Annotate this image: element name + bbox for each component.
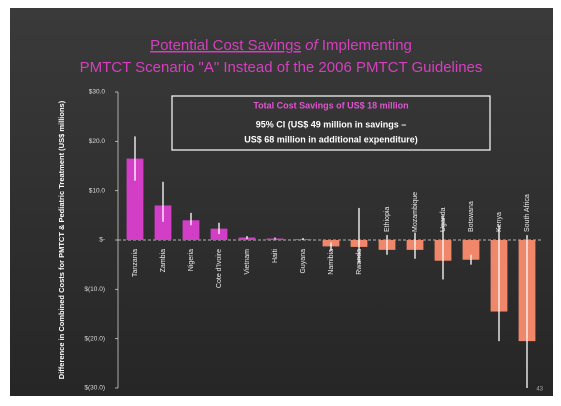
x-tick-label: Nigeria [188, 249, 195, 271]
title-line1: Potential Cost Savings of Implementing [150, 37, 412, 54]
annotation-line: US$ 68 million in additional expenditure… [244, 134, 418, 144]
x-tick-label: Tanzania [132, 249, 139, 277]
title-line2: PMTCT Scenario "A" Instead of the 2006 P… [80, 59, 483, 76]
x-tick-label: South Africa [524, 194, 531, 232]
bar [154, 205, 172, 240]
annotation-box [171, 95, 491, 151]
x-tick-label: Zambia [160, 249, 167, 272]
annotation-headline: Total Cost Savings of US$ 18 million [253, 100, 408, 110]
y-axis-title: Difference in Combined Costs for PMTCT &… [57, 100, 66, 379]
x-tick-label: Guyana [300, 249, 307, 274]
bar [126, 158, 144, 240]
slide [10, 8, 553, 396]
bar [182, 220, 200, 240]
y-tick-label: $(20.0) [84, 335, 105, 342]
y-tick-label: $- [99, 237, 105, 244]
y-tick-label: $(10.0) [84, 286, 105, 293]
x-tick-label: Botswana [468, 201, 475, 232]
slide-number: 43 [536, 387, 543, 393]
y-tick-label: $10.0 [89, 187, 106, 194]
x-tick-label: Ethiopia [384, 207, 391, 232]
x-tick-label: Cote d'Ivoire [216, 249, 223, 288]
y-tick-label: $30.0 [89, 89, 106, 96]
bar [462, 240, 480, 260]
x-tick-label: Namibia [328, 249, 335, 275]
x-tick-label: Kenya [496, 212, 503, 232]
y-tick-label: $(30.0) [84, 385, 105, 392]
x-tick-label: Mozambique [412, 192, 419, 232]
x-tick-label: Haiti [272, 249, 279, 263]
title-rest: Implementing [322, 37, 412, 54]
title-underlined: Potential Cost Savings [150, 37, 301, 54]
bar [210, 228, 228, 240]
annotation-line: 95% CI (US$ 49 million in savings – [256, 119, 407, 129]
y-tick-label: $20.0 [89, 138, 106, 145]
title-italic: of [305, 37, 319, 54]
x-tick-label: Vietnam [244, 249, 251, 275]
